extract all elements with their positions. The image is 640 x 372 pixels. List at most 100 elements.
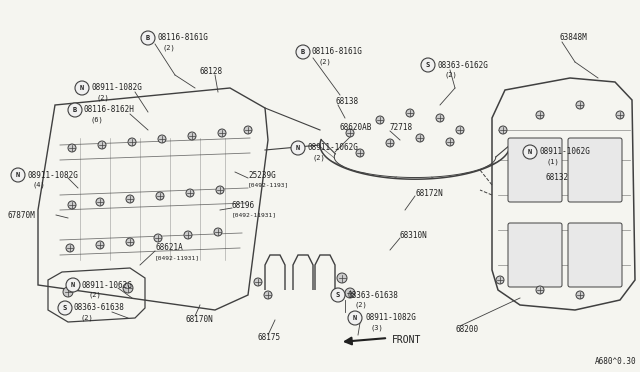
Text: N: N <box>80 85 84 91</box>
Circle shape <box>291 141 305 155</box>
Text: 68196: 68196 <box>232 201 255 209</box>
Circle shape <box>456 126 464 134</box>
Text: 68310N: 68310N <box>400 231 428 240</box>
Text: 68170N: 68170N <box>185 315 212 324</box>
Circle shape <box>68 201 76 209</box>
Text: 68132: 68132 <box>545 173 568 183</box>
Text: 08363-61638: 08363-61638 <box>348 291 399 299</box>
FancyBboxPatch shape <box>568 138 622 202</box>
Circle shape <box>337 273 347 283</box>
Circle shape <box>348 311 362 325</box>
Text: 08911-1082G: 08911-1082G <box>91 83 142 93</box>
Circle shape <box>214 228 222 236</box>
Circle shape <box>421 58 435 72</box>
FancyBboxPatch shape <box>568 223 622 287</box>
Text: 08116-8161G: 08116-8161G <box>312 48 363 57</box>
Text: (2): (2) <box>88 292 100 298</box>
Circle shape <box>496 276 504 284</box>
Circle shape <box>218 129 226 137</box>
Circle shape <box>616 111 624 119</box>
Text: (1): (1) <box>546 159 559 165</box>
Text: 68200: 68200 <box>455 326 478 334</box>
Text: (6): (6) <box>90 117 103 123</box>
Circle shape <box>331 288 345 302</box>
Circle shape <box>154 234 162 242</box>
Circle shape <box>11 168 25 182</box>
Circle shape <box>123 283 133 293</box>
Circle shape <box>184 231 192 239</box>
Text: (2): (2) <box>80 315 93 321</box>
Text: (2): (2) <box>444 72 457 78</box>
Circle shape <box>96 198 104 206</box>
Text: A680^0.30: A680^0.30 <box>595 357 637 366</box>
Text: (2): (2) <box>162 45 175 51</box>
Text: [0492-11931]: [0492-11931] <box>232 212 277 218</box>
Circle shape <box>254 278 262 286</box>
Circle shape <box>216 186 224 194</box>
Text: 72718: 72718 <box>390 124 413 132</box>
Circle shape <box>126 238 134 246</box>
Text: [0492-1193]: [0492-1193] <box>248 183 289 187</box>
Circle shape <box>346 129 354 137</box>
Circle shape <box>188 132 196 140</box>
Circle shape <box>244 126 252 134</box>
Text: (2): (2) <box>313 155 326 161</box>
Circle shape <box>128 138 136 146</box>
Text: 08911-1082G: 08911-1082G <box>365 314 416 323</box>
Text: [0492-11931]: [0492-11931] <box>155 256 200 260</box>
Circle shape <box>446 138 454 146</box>
Circle shape <box>523 145 537 159</box>
Circle shape <box>66 244 74 252</box>
Text: N: N <box>296 145 300 151</box>
Circle shape <box>406 109 414 117</box>
Text: (2): (2) <box>318 59 331 65</box>
Text: N: N <box>71 282 75 288</box>
Text: S: S <box>63 305 67 311</box>
Circle shape <box>68 103 82 117</box>
FancyBboxPatch shape <box>508 138 562 202</box>
Text: 08911-1062G: 08911-1062G <box>540 148 591 157</box>
Circle shape <box>96 241 104 249</box>
Circle shape <box>264 291 272 299</box>
Text: (3): (3) <box>371 325 384 331</box>
Circle shape <box>356 149 364 157</box>
Text: S: S <box>426 62 430 68</box>
Text: (2): (2) <box>97 95 109 101</box>
Circle shape <box>68 144 76 152</box>
Circle shape <box>499 126 507 134</box>
Circle shape <box>186 189 194 197</box>
Text: 25239G: 25239G <box>248 170 276 180</box>
Text: 68621A: 68621A <box>155 244 183 253</box>
Text: N: N <box>353 315 357 321</box>
Circle shape <box>126 195 134 203</box>
Text: 68138: 68138 <box>335 97 358 106</box>
Text: FRONT: FRONT <box>392 335 421 345</box>
Text: 63848M: 63848M <box>560 33 588 42</box>
Circle shape <box>141 31 155 45</box>
FancyBboxPatch shape <box>508 223 562 287</box>
Text: 67870M: 67870M <box>8 211 36 219</box>
Circle shape <box>98 141 106 149</box>
Circle shape <box>156 192 164 200</box>
Circle shape <box>296 45 310 59</box>
Circle shape <box>58 301 72 315</box>
Text: 08363-6162G: 08363-6162G <box>438 61 489 70</box>
Circle shape <box>63 287 73 297</box>
Text: 08911-1082G: 08911-1082G <box>27 170 78 180</box>
Text: (4): (4) <box>33 182 45 188</box>
Text: 08911-1062G: 08911-1062G <box>82 280 133 289</box>
Circle shape <box>75 81 89 95</box>
Text: (2): (2) <box>354 302 367 308</box>
Circle shape <box>576 291 584 299</box>
Text: S: S <box>336 292 340 298</box>
Circle shape <box>416 134 424 142</box>
Circle shape <box>436 114 444 122</box>
Text: 68128: 68128 <box>200 67 223 77</box>
Text: B: B <box>301 49 305 55</box>
Text: 08116-8162H: 08116-8162H <box>84 106 135 115</box>
Text: 68175: 68175 <box>258 334 281 343</box>
Circle shape <box>576 101 584 109</box>
Text: 68620AB: 68620AB <box>340 124 372 132</box>
Text: B: B <box>73 107 77 113</box>
Text: 08911-1062G: 08911-1062G <box>307 144 358 153</box>
